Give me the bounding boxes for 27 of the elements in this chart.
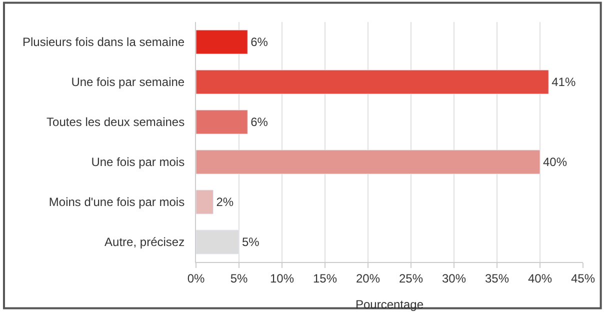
y-tick-label: Toutes les deux semaines [46, 115, 185, 130]
x-tick-label: 15% [312, 271, 338, 286]
data-label: 2% [216, 195, 234, 209]
y-tick-label: Une fois par semaine [71, 75, 185, 90]
x-tick-label: 0% [187, 271, 205, 286]
y-tick-label: Plusieurs fois dans la semaine [22, 35, 185, 50]
bar [196, 30, 248, 54]
data-label: 5% [242, 235, 260, 249]
data-label: 6% [250, 115, 268, 129]
x-tick-label: 5% [230, 271, 248, 286]
bar [196, 150, 540, 174]
bar [196, 190, 214, 214]
x-tick-label: 10% [270, 271, 294, 286]
y-tick-label: Autre, précisez [104, 235, 185, 250]
data-label: 40% [543, 155, 568, 169]
y-tick-label: Moins d'une fois par mois [48, 195, 185, 210]
x-tick-label: 40% [528, 271, 552, 286]
data-label: 41% [552, 75, 576, 89]
x-tick-label: 20% [356, 271, 380, 286]
y-tick-label: Une fois par mois [91, 155, 185, 170]
x-tick-label: 25% [398, 271, 424, 286]
bar [196, 110, 248, 134]
data-label: 6% [250, 35, 268, 49]
x-tick-label: 45% [570, 271, 596, 286]
x-tick-label: 35% [484, 271, 510, 286]
bar [196, 70, 549, 94]
x-tick-label: 30% [442, 271, 466, 286]
